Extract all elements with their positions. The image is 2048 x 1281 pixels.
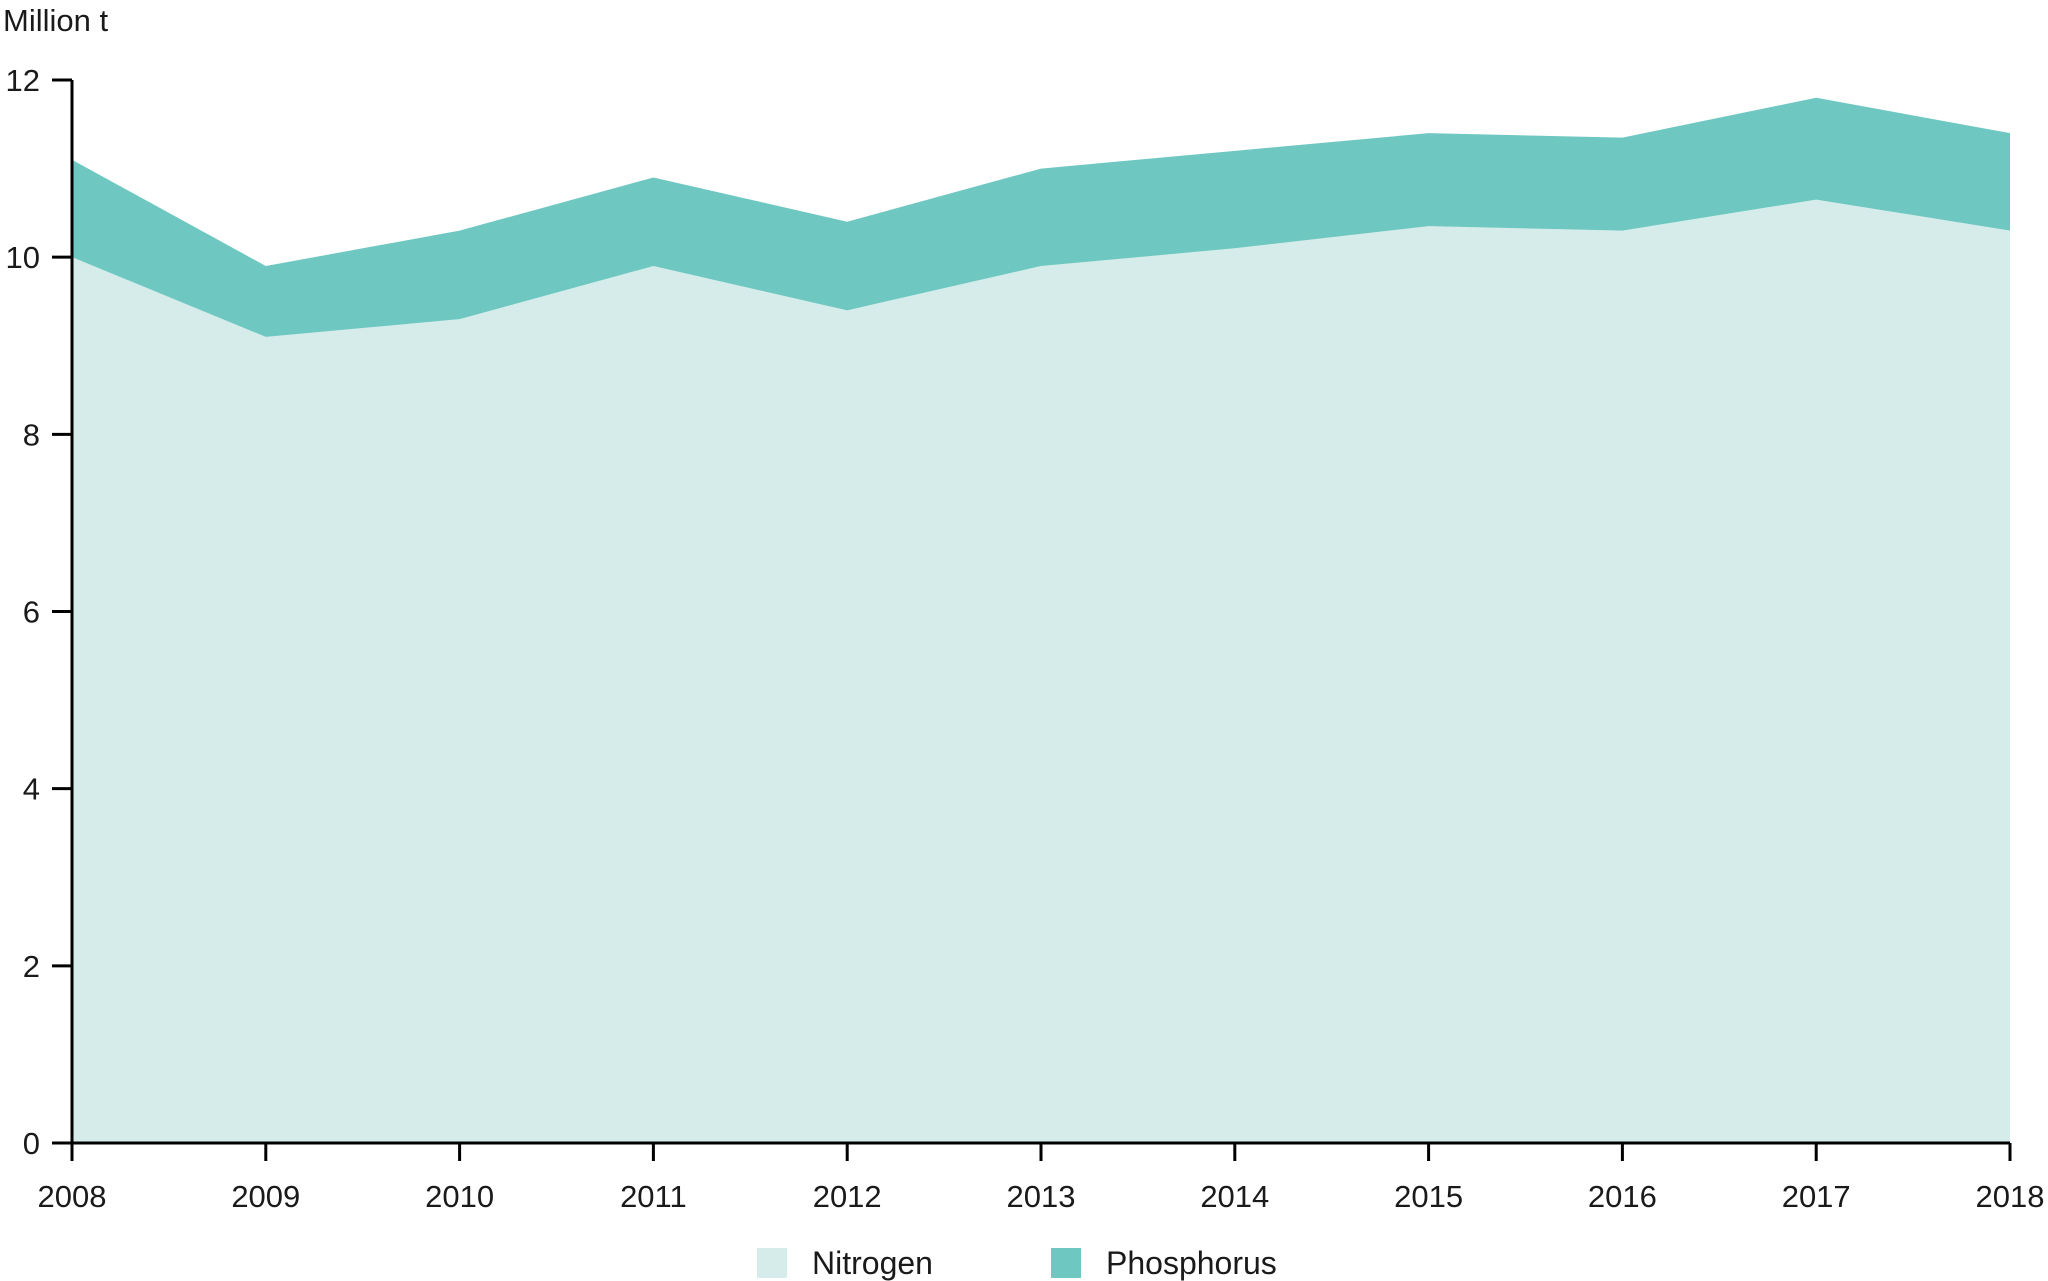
- x-tick-label: 2010: [425, 1179, 494, 1214]
- nitrogen-swatch: [757, 1248, 787, 1278]
- legend-item-nitrogen: Nitrogen: [757, 1245, 933, 1281]
- x-tick-label: 2016: [1588, 1179, 1657, 1214]
- x-tick-label: 2015: [1394, 1179, 1463, 1214]
- y-tick-label: 8: [23, 417, 40, 452]
- y-tick-label: 6: [23, 595, 40, 630]
- nitrogen-legend-label: Nitrogen: [812, 1245, 933, 1281]
- phosphorus-area: [72, 97, 2010, 337]
- y-tick-label: 0: [23, 1126, 40, 1161]
- x-tick-label: 2018: [1976, 1179, 2045, 1214]
- x-tick-label: 2011: [620, 1179, 687, 1214]
- x-tick-label: 2013: [1007, 1179, 1076, 1214]
- x-tick-label: 2009: [231, 1179, 300, 1214]
- x-tick-label: 2008: [38, 1179, 107, 1214]
- phosphorus-legend-label: Phosphorus: [1106, 1245, 1277, 1281]
- y-tick-label: 2: [23, 949, 40, 984]
- y-axis-unit-label: Million t: [3, 3, 109, 38]
- legend-item-phosphorus: Phosphorus: [1051, 1245, 1277, 1281]
- phosphorus-swatch: [1051, 1248, 1081, 1278]
- x-tick-label: 2014: [1200, 1179, 1269, 1214]
- y-tick-label: 4: [23, 772, 40, 807]
- nitrogen-area: [72, 199, 2010, 1143]
- x-tick-label: 2017: [1782, 1179, 1851, 1214]
- y-tick-label: 12: [6, 63, 40, 98]
- x-tick-label: 2012: [813, 1179, 882, 1214]
- y-tick-label: 10: [6, 240, 40, 275]
